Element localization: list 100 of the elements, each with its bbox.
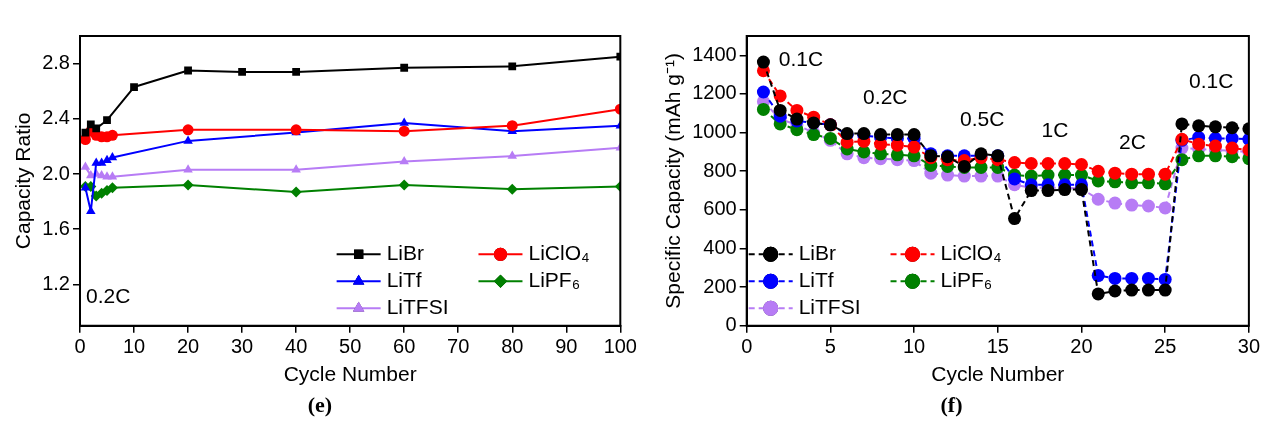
x-tick-label: 60 <box>393 335 416 358</box>
y-tick-label: 600 <box>703 197 737 220</box>
point <box>1024 157 1038 171</box>
point <box>756 55 770 69</box>
point <box>1091 164 1105 178</box>
annotation: 0.2C <box>86 283 131 307</box>
x-tick-label: 80 <box>501 335 524 358</box>
legend-label: LiBr <box>386 241 424 265</box>
point <box>1158 201 1172 215</box>
legend-label: LiBr <box>798 241 837 265</box>
point <box>508 62 517 71</box>
point <box>399 117 409 126</box>
point <box>182 179 194 191</box>
point <box>1141 283 1155 297</box>
annotation: 0.1C <box>1189 69 1234 93</box>
point <box>1192 119 1206 133</box>
point <box>1091 192 1105 206</box>
point <box>1141 167 1155 181</box>
point <box>1125 271 1139 285</box>
annotation: 1C <box>1041 117 1069 141</box>
y-tick-label: 2.8 <box>42 51 70 74</box>
point <box>290 186 302 198</box>
point <box>1125 283 1139 297</box>
y-tick-label: 1000 <box>692 120 737 143</box>
y-tick-label: 1400 <box>692 42 737 65</box>
point <box>182 124 194 136</box>
annotation: 0.5C <box>960 106 1005 130</box>
y-axis-title: Specific Capacity (mAh g⁻¹) <box>661 53 685 309</box>
x-tick-label: 10 <box>902 335 926 358</box>
point <box>1141 271 1155 285</box>
x-tick-label: 20 <box>176 335 200 358</box>
x-tick-label: 40 <box>285 335 308 358</box>
point <box>130 83 138 91</box>
y-tick-label: 0 <box>725 313 737 336</box>
y-tick-label: 1.6 <box>42 216 70 239</box>
x-tick-label: 90 <box>555 335 578 358</box>
point <box>1175 117 1189 131</box>
legend-label: LiTFSI <box>798 295 861 319</box>
legend-label: LiPF₆ <box>940 268 993 292</box>
text: (e) <box>306 392 334 418</box>
point <box>1192 149 1206 163</box>
point <box>1058 157 1072 171</box>
point <box>1108 284 1122 298</box>
legend-label: LiTf <box>386 268 422 292</box>
point <box>773 89 787 103</box>
point <box>1074 157 1088 171</box>
legend-label: LiTFSI <box>386 295 449 319</box>
point <box>1041 157 1055 171</box>
y-tick-label: 400 <box>703 236 737 259</box>
text: (f) <box>939 392 964 418</box>
x-tick-label: 5 <box>824 335 836 358</box>
x-axis-title: Cycle Number <box>283 362 417 386</box>
y-tick-label: 1200 <box>692 81 737 104</box>
point <box>398 125 410 137</box>
point <box>103 116 111 125</box>
x-tick-label: 50 <box>339 335 362 358</box>
point <box>238 67 246 76</box>
annotation: 0.1C <box>778 47 824 71</box>
point <box>1108 166 1122 180</box>
legend-label: LiTf <box>798 268 834 292</box>
y-tick-label: 800 <box>703 158 737 181</box>
point <box>1008 212 1022 226</box>
point <box>291 164 301 173</box>
x-tick-label: 20 <box>1070 335 1093 358</box>
x-tick-label: 30 <box>1237 335 1260 358</box>
x-tick-label: 30 <box>230 335 254 358</box>
annotation: 2C <box>1118 129 1146 153</box>
x-axis-title: Cycle Number <box>931 362 1065 386</box>
x-tick-label: 0 <box>741 335 753 358</box>
point <box>398 179 410 191</box>
point <box>1158 283 1172 297</box>
x-tick-label: 0 <box>74 335 86 358</box>
point <box>399 156 409 165</box>
point <box>1091 287 1105 301</box>
point <box>1192 137 1206 151</box>
point <box>400 63 409 72</box>
point <box>292 67 301 76</box>
y-tick-label: 2.4 <box>42 106 70 129</box>
point <box>1008 156 1022 170</box>
x-tick-label: 100 <box>603 335 637 358</box>
annotation: 0.2C <box>863 84 908 108</box>
point <box>1108 196 1122 210</box>
legend-label: LiClO₄ <box>940 241 1002 265</box>
point <box>773 103 787 117</box>
point <box>183 135 193 144</box>
point <box>1208 120 1222 134</box>
point <box>1008 172 1022 186</box>
point <box>1208 139 1222 153</box>
point <box>80 161 91 170</box>
point <box>756 85 770 99</box>
x-tick-label: 25 <box>1154 335 1177 358</box>
point <box>183 164 193 173</box>
point <box>756 102 770 116</box>
legend-label: LiClO₄ <box>528 241 590 265</box>
y-tick-label: 1.2 <box>42 271 70 294</box>
y-tick-label: 2.0 <box>42 161 70 184</box>
point <box>1125 167 1139 181</box>
legend-label: LiPF₆ <box>528 268 581 292</box>
point <box>1225 121 1239 135</box>
point <box>184 66 192 75</box>
